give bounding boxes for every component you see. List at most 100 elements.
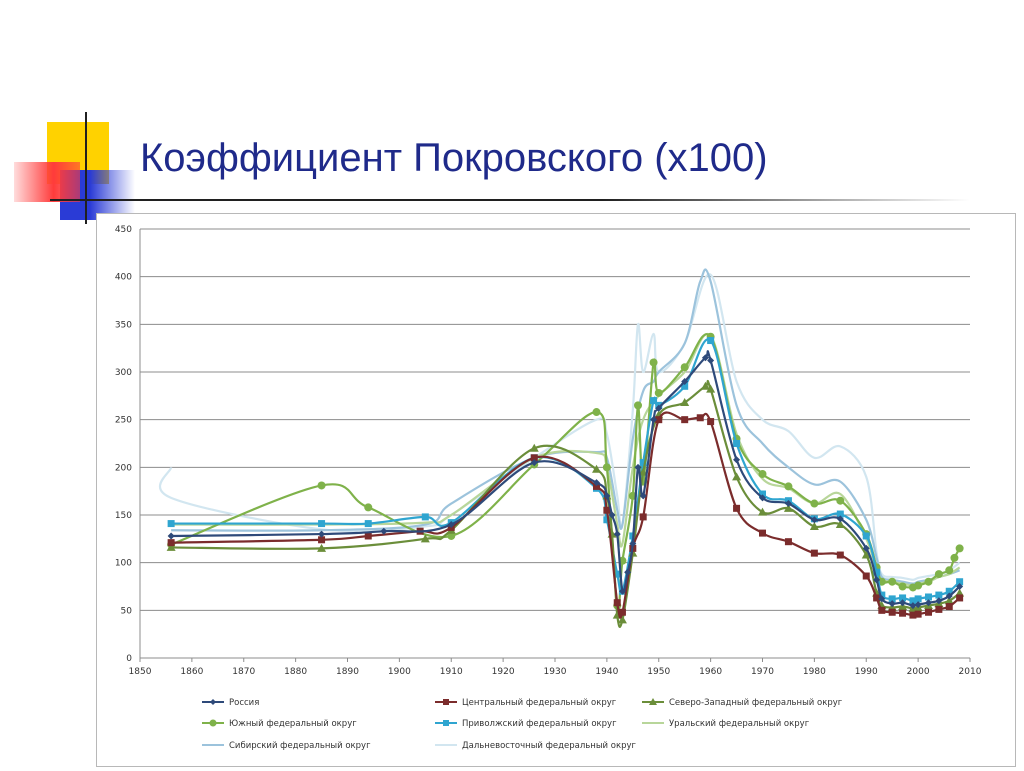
data-point (810, 499, 819, 508)
data-point (639, 459, 647, 467)
x-tick-label: 1870 (232, 667, 255, 677)
y-tick-label: 400 (115, 273, 132, 283)
data-point (810, 516, 818, 524)
x-tick-label: 1990 (855, 667, 878, 677)
data-point (924, 577, 933, 586)
data-point (634, 401, 642, 410)
data-point (680, 398, 690, 407)
data-point (634, 463, 642, 471)
legend-swatch-marker (443, 720, 449, 726)
legend-label: Дальневосточный федеральный округ (462, 741, 637, 751)
data-point (733, 456, 741, 464)
data-point (364, 532, 372, 540)
data-point (318, 520, 326, 528)
data-point (914, 601, 922, 609)
data-point (810, 549, 818, 557)
slide-title: Коэффициент Покровского (х100) (140, 136, 768, 180)
data-point (914, 595, 922, 603)
data-point (784, 482, 793, 491)
y-tick-label: 350 (115, 320, 132, 330)
legend-label: Сибирский федеральный округ (229, 741, 371, 751)
x-tick-label: 1930 (544, 667, 567, 677)
data-point (364, 520, 372, 528)
data-point (935, 597, 943, 605)
legend-label: Северо-Западный федеральный округ (669, 698, 843, 708)
data-point (909, 611, 917, 619)
data-point (447, 521, 455, 529)
data-point (639, 492, 647, 500)
legend-swatch-marker (209, 719, 217, 727)
data-point (950, 553, 959, 562)
x-tick-label: 2010 (959, 667, 982, 677)
data-point (873, 594, 881, 602)
data-point (618, 587, 626, 595)
data-point (836, 496, 845, 505)
data-point (638, 467, 648, 476)
data-point (681, 378, 689, 386)
data-point (914, 581, 923, 590)
data-point (878, 591, 886, 599)
data-point (655, 416, 663, 424)
data-point (759, 494, 766, 502)
data-point (944, 596, 954, 605)
data-point (317, 543, 327, 552)
data-point (733, 504, 741, 512)
data-point (530, 459, 538, 467)
data-point (166, 542, 176, 551)
data-point (909, 602, 917, 610)
data-point (759, 490, 766, 498)
data-point (835, 520, 845, 529)
data-point (650, 397, 658, 405)
data-point (784, 500, 792, 508)
data-point (603, 492, 611, 500)
x-tick-label: 1940 (595, 667, 618, 677)
data-point (956, 594, 964, 602)
data-point (945, 587, 953, 595)
data-point (914, 610, 922, 618)
data-point (784, 538, 792, 546)
data-point (629, 540, 637, 548)
data-point (420, 534, 430, 543)
data-point (603, 506, 611, 514)
data-point (167, 532, 175, 540)
data-point (603, 516, 611, 524)
data-point (318, 536, 326, 544)
series-line (171, 379, 961, 628)
data-point (862, 544, 870, 552)
data-point (955, 544, 964, 553)
data-point (530, 454, 538, 462)
data-point (861, 550, 871, 559)
x-tick-label: 1960 (699, 667, 722, 677)
data-point (758, 507, 767, 516)
line-chart: 0 50 100 150 200 250 300 350 400 450 1850 1860 1870 1… (115, 225, 982, 751)
data-point (681, 416, 689, 424)
data-point (758, 470, 767, 479)
data-point (878, 606, 886, 614)
data-point (945, 566, 954, 575)
data-point (650, 416, 658, 424)
series-line (171, 268, 961, 585)
chart-frame: 0 50 100 150 200 250 300 350 400 450 1850 1860 1870 1… (96, 213, 1016, 767)
legend-label: Уральский федеральный округ (669, 719, 810, 729)
data-point (380, 527, 388, 535)
data-point (529, 443, 539, 452)
x-tick-label: 1920 (492, 667, 515, 677)
data-point (862, 532, 870, 540)
data-point (925, 599, 932, 607)
data-point (925, 608, 932, 616)
data-point (956, 578, 964, 586)
legend-label: Приволжский федеральный округ (462, 719, 617, 729)
data-point (618, 608, 626, 616)
y-tick-label: 450 (115, 225, 132, 235)
data-point (706, 384, 716, 393)
data-point (878, 595, 886, 603)
x-tick-label: 1890 (336, 667, 359, 677)
y-tick-label: 150 (115, 511, 132, 521)
x-tick-label: 1980 (803, 667, 826, 677)
legend-label: Южный федеральный округ (229, 719, 357, 729)
y-tick-label: 50 (121, 606, 133, 616)
x-tick-label: 1950 (647, 667, 670, 677)
data-point (898, 582, 907, 591)
x-tick-label: 1880 (284, 667, 307, 677)
data-point (696, 414, 704, 422)
